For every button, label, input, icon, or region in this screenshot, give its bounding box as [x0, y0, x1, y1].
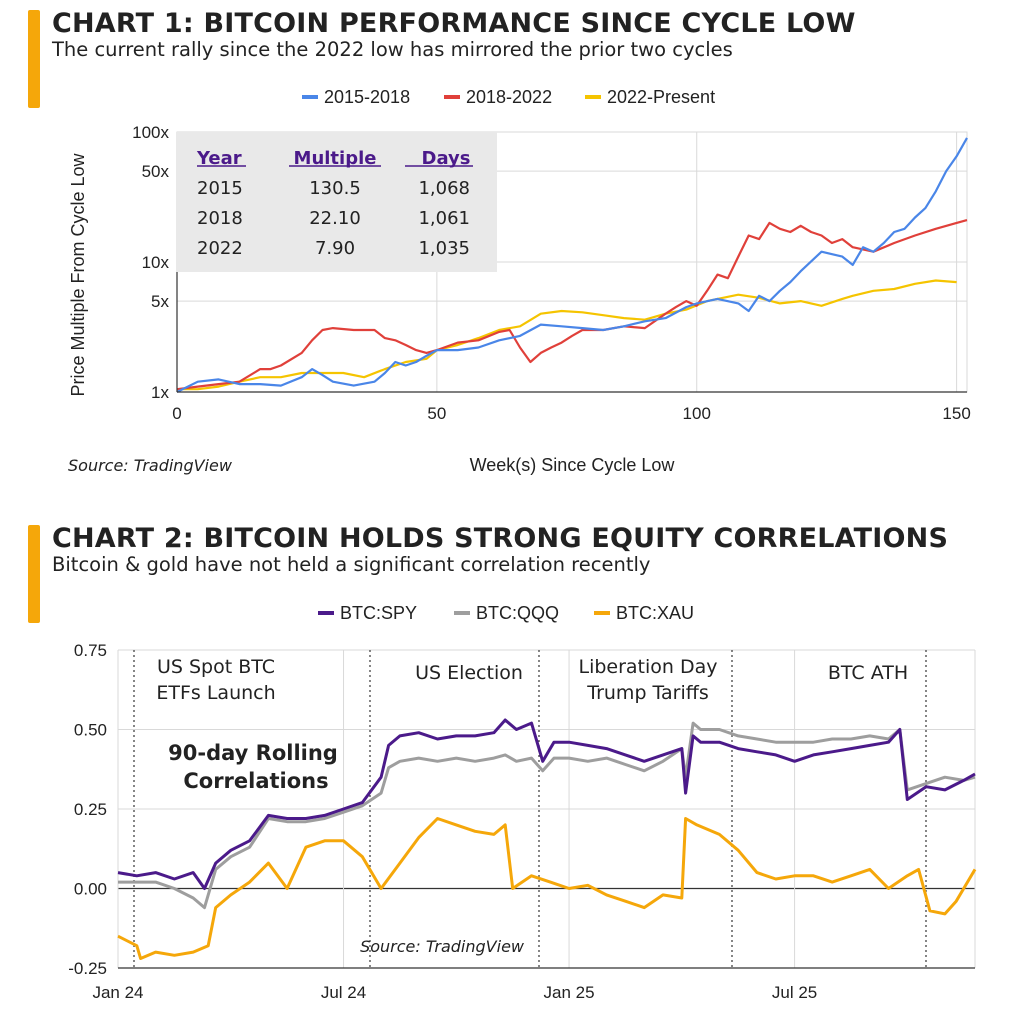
chart2-legend-label: BTC:XAU — [616, 603, 694, 623]
chart1-series-line-2022-Present — [177, 279, 957, 391]
chart2-legend-label: BTC:SPY — [340, 603, 417, 623]
chart1-legend: 2015-2018 2018-2022 2022-Present — [302, 87, 715, 107]
chart2-series-line-BTC:XAU — [117, 817, 977, 960]
chart1-xtick-label: 0 — [172, 404, 181, 423]
chart1-table-header: Days — [422, 148, 471, 169]
chart2-event-label: US Spot BTC — [157, 656, 275, 678]
chart1-table-cell: 7.90 — [315, 238, 355, 259]
chart1-ylabel: Price Multiple From Cycle Low — [68, 152, 88, 396]
chart2-accent-bar — [28, 525, 40, 623]
chart1-table-cell: 130.5 — [309, 178, 361, 199]
chart2-event-label: Trump Tariffs — [586, 682, 708, 704]
chart1-title: CHART 1: BITCOIN PERFORMANCE SINCE CYCLE… — [52, 8, 856, 39]
chart1-source: Source: TradingView — [68, 456, 233, 475]
chart1-series — [176, 137, 968, 393]
chart2-ytick-label: 0.00 — [74, 880, 107, 899]
chart1-series-line-2015-2018 — [176, 137, 968, 393]
chart2-xtick-label: Jan 25 — [544, 983, 595, 1002]
chart1-series-line-2018-2022 — [176, 219, 968, 391]
chart1-xtick-label: 100 — [683, 404, 711, 423]
chart1-legend-label: 2022-Present — [607, 87, 715, 107]
chart2-axes: 0.75 0.50 0.25 0.00 -0.25 Jan 24 Jul 24 Jan 25 J… — [68, 641, 975, 1002]
chart2-grid — [117, 649, 976, 969]
chart2-series — [117, 718, 977, 960]
chart1-axes: 100x 50x 10x 5x 1x0 50 100 150 — [132, 123, 971, 423]
chart2-event-label: Liberation Day — [578, 656, 717, 678]
chart1-xtick-label: 50 — [427, 404, 446, 423]
chart1-subtitle: The current rally since the 2022 low has… — [52, 38, 733, 61]
chart2-callout-line1: 90-day Rolling — [168, 741, 338, 765]
chart1-table-cell: 1,068 — [418, 178, 470, 199]
chart2-xtick-label: Jan 24 — [92, 983, 143, 1002]
chart1-legend-label: 2018-2022 — [466, 87, 552, 107]
chart1-table-cell: 1,061 — [418, 208, 470, 229]
chart2-event-label: US Election — [415, 662, 523, 684]
chart2-title: CHART 2: BITCOIN HOLDS STRONG EQUITY COR… — [52, 523, 949, 554]
chart2-xtick-label: Jul 25 — [772, 983, 817, 1002]
chart1-legend-label: 2015-2018 — [324, 87, 410, 107]
chart2-source: Source: TradingView — [360, 937, 525, 956]
chart2-ytick-label: 0.50 — [74, 721, 107, 740]
chart1-table-cell: 22.10 — [309, 208, 361, 229]
chart2-panel: CHART 2: BITCOIN HOLDS STRONG EQUITY COR… — [0, 515, 1013, 1013]
chart2-events: US Spot BTC ETFs Launch US Election Liberat… — [133, 650, 927, 968]
chart1-ytick-label: 1x — [151, 383, 169, 402]
chart1-xlabel: Week(s) Since Cycle Low — [470, 455, 676, 475]
chart1-plot: 100x 50x 10x 5x 1x0 50 100 150 2015-2018 2018-20… — [68, 87, 971, 475]
chart2-legend-label: BTC:QQQ — [476, 603, 559, 623]
chart2-ytick-label: 0.75 — [74, 641, 107, 660]
chart2-callout-line2: Correlations — [183, 769, 328, 793]
chart2-series-line-BTC:QQQ — [118, 721, 976, 910]
chart1-ytick-label: 50x — [142, 162, 170, 181]
chart1-table-header: Year — [196, 148, 242, 169]
chart2-subtitle: Bitcoin & gold have not held a significa… — [52, 553, 651, 576]
chart2-legend: BTC:SPY BTC:QQQ BTC:XAU — [318, 603, 694, 623]
chart1-table: Year Multiple Days 2015 130.5 1,068 2018 22.10 1… — [176, 132, 497, 272]
chart2-ytick-label: 0.25 — [74, 800, 107, 819]
chart1-ytick-label: 10x — [142, 253, 170, 272]
chart1-table-cell: 2022 — [197, 238, 243, 259]
chart1-table-cell: 1,035 — [418, 238, 470, 259]
chart2-event-label: BTC ATH — [828, 662, 908, 684]
chart1-ytick-label: 100x — [132, 123, 169, 142]
chart1-accent-bar — [28, 10, 40, 108]
chart1-table-header: Multiple — [294, 148, 377, 169]
chart1-table-box — [176, 132, 497, 272]
chart1-panel: CHART 1: BITCOIN PERFORMANCE SINCE CYCLE… — [0, 0, 1013, 490]
chart2-event-label: ETFs Launch — [156, 682, 275, 704]
chart2-ytick-label: -0.25 — [68, 959, 107, 978]
chart1-table-cell: 2015 — [197, 178, 243, 199]
chart2-series-line-BTC:SPY — [117, 718, 976, 890]
chart2-xtick-label: Jul 24 — [321, 983, 366, 1002]
chart1-xtick-label: 150 — [942, 404, 970, 423]
chart1-table-cell: 2018 — [197, 208, 243, 229]
chart1-ytick-label: 5x — [151, 292, 169, 311]
